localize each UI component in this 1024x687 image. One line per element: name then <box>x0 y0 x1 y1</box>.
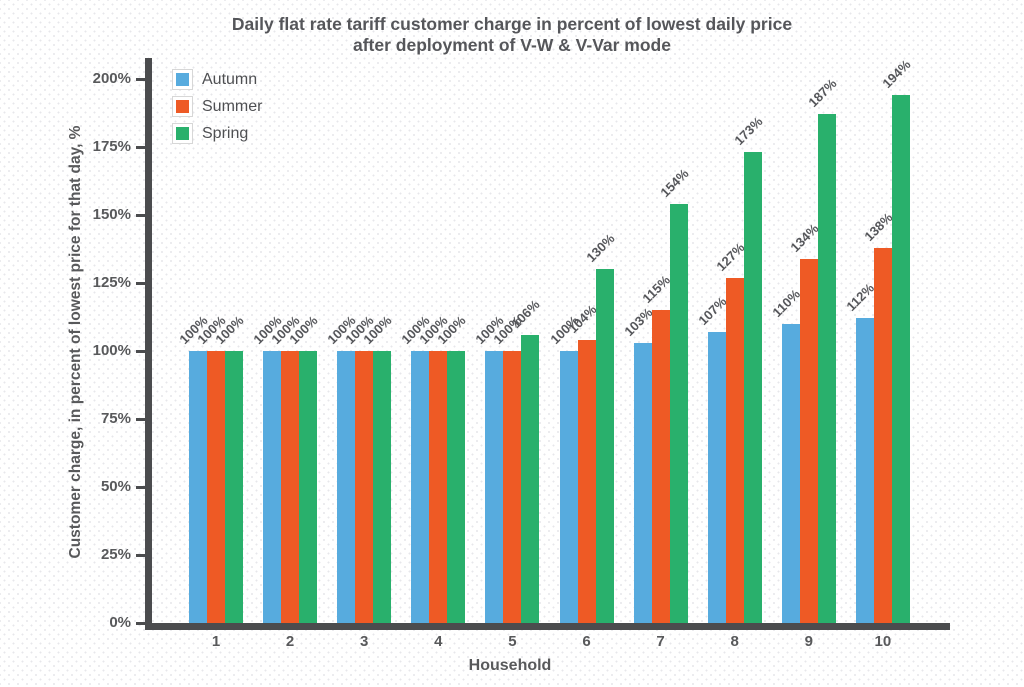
x-tick-label: 10 <box>874 633 892 650</box>
bar-autumn-h3 <box>337 351 356 623</box>
x-tick-label: 8 <box>730 633 739 650</box>
chart-title-line2: after deployment of V-W & V-Var mode <box>353 35 671 55</box>
x-tick-label: 5 <box>508 633 517 650</box>
x-tick-label: 7 <box>656 633 665 650</box>
y-tick-mark <box>136 214 145 217</box>
x-tick-label: 2 <box>285 633 295 650</box>
legend-label-summer: Summer <box>202 97 263 115</box>
legend-swatch-box <box>172 123 193 144</box>
bar-autumn-h8 <box>707 331 726 623</box>
y-axis-line <box>145 58 152 630</box>
bar-spring-h8 <box>743 152 762 623</box>
bar-value-label: 154% <box>656 165 692 201</box>
y-tick-label: 175% <box>92 138 131 155</box>
bar-spring-h5 <box>521 334 540 623</box>
bar-value-label: 103% <box>620 304 656 339</box>
bar-value-label: 104% <box>564 301 600 337</box>
chart-title: Daily flat rate tariff customer charge i… <box>0 14 1024 56</box>
legend: Autumn Summer Spring <box>172 66 262 147</box>
legend-swatch-box <box>172 96 193 117</box>
y-tick-label: 50% <box>100 478 131 495</box>
bar-value-label: 110% <box>769 286 803 320</box>
bar-value-label: 187% <box>805 76 840 111</box>
y-tick-mark <box>136 146 145 149</box>
bar-value-label: 173% <box>731 114 766 149</box>
bar-summer-h9 <box>799 258 818 623</box>
legend-item-autumn: Autumn <box>172 66 262 93</box>
x-tick-label: 9 <box>804 633 813 650</box>
x-tick-label: 6 <box>582 633 591 650</box>
bar-value-label: 106% <box>508 296 543 331</box>
legend-swatch-summer <box>176 100 189 113</box>
y-tick-label: 25% <box>100 546 131 563</box>
y-tick-label: 0% <box>109 614 131 631</box>
x-tick-label: 4 <box>434 633 443 650</box>
x-axis-line <box>145 623 950 630</box>
x-tick-label: 1 <box>211 633 221 650</box>
bar-spring-h7 <box>669 204 688 623</box>
bar-spring-h4 <box>447 351 466 623</box>
legend-item-summer: Summer <box>172 93 262 120</box>
bar-autumn-h10 <box>855 318 874 623</box>
chart-title-line1: Daily flat rate tariff customer charge i… <box>231 14 793 34</box>
bar-value-label: 194% <box>879 57 914 92</box>
y-tick-mark <box>136 486 145 489</box>
bar-value-label: 134% <box>787 220 822 255</box>
bar-summer-h1 <box>207 351 225 623</box>
y-tick-mark <box>136 282 145 285</box>
y-tick-label: 150% <box>92 206 131 223</box>
y-tick-label: 125% <box>92 274 131 291</box>
bar-summer-h5 <box>503 351 522 623</box>
y-tick-mark <box>136 418 145 421</box>
legend-label-spring: Spring <box>202 124 249 142</box>
bar-summer-h3 <box>355 351 374 623</box>
bar-value-label: 138% <box>861 209 896 244</box>
bar-value-label: 127% <box>713 239 748 274</box>
y-tick-label: 100% <box>92 342 131 359</box>
x-axis-label: Household <box>468 657 552 674</box>
legend-swatch-spring <box>176 127 189 140</box>
bar-summer-h2 <box>281 351 300 623</box>
y-tick-mark <box>136 554 145 557</box>
y-tick-mark <box>136 78 145 81</box>
bar-spring-h3 <box>373 351 392 623</box>
bar-autumn-h4 <box>411 351 430 623</box>
bar-spring-h6 <box>595 269 614 623</box>
y-tick-mark <box>136 350 145 353</box>
bar-autumn-h5 <box>485 351 504 623</box>
bar-value-label: 112% <box>843 280 877 315</box>
bar-value-label: 130% <box>582 231 618 266</box>
bar-spring-h1 <box>225 351 243 623</box>
y-tick-label: 200% <box>92 70 131 87</box>
y-tick-label: 75% <box>100 410 131 427</box>
bar-summer-h10 <box>873 247 892 623</box>
bar-spring-h9 <box>817 114 836 623</box>
bar-autumn-h7 <box>633 342 652 623</box>
legend-swatch-box <box>172 69 193 90</box>
bar-summer-h8 <box>725 277 744 623</box>
legend-label-autumn: Autumn <box>202 70 258 88</box>
bar-spring-h10 <box>891 95 910 623</box>
x-tick-label: 3 <box>360 633 369 650</box>
bar-summer-h6 <box>577 340 596 623</box>
y-tick-mark <box>136 622 145 625</box>
bar-spring-h2 <box>299 351 318 623</box>
bar-autumn-h1 <box>189 351 207 623</box>
bar-autumn-h2 <box>263 351 282 623</box>
bar-value-label: 107% <box>695 293 730 328</box>
legend-swatch-autumn <box>176 73 189 86</box>
bar-autumn-h9 <box>781 323 800 623</box>
bar-autumn-h6 <box>559 351 578 623</box>
bar-summer-h7 <box>651 310 670 623</box>
bar-value-label: 115% <box>638 272 673 307</box>
bar-summer-h4 <box>429 351 448 623</box>
legend-item-spring: Spring <box>172 120 262 147</box>
